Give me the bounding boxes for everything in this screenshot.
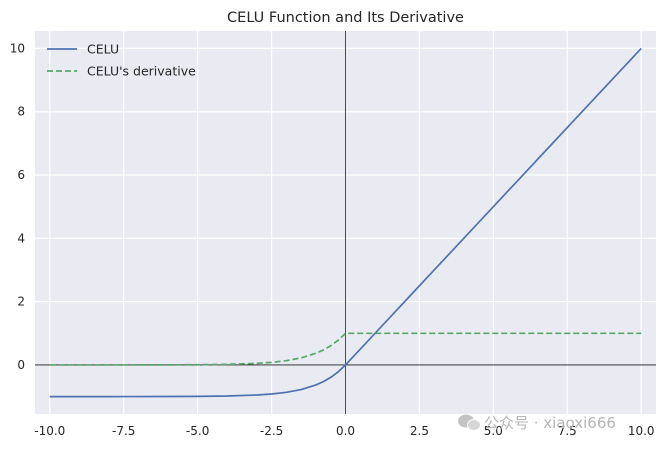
- series-line-1: [49, 47, 642, 398]
- x-tick-label: 2.5: [410, 424, 429, 438]
- series-layer: [49, 47, 642, 398]
- x-tick-label: 5.0: [484, 424, 503, 438]
- chart-title: CELU Function and Its Derivative: [227, 10, 464, 26]
- y-axis-ticks: 0 2 4 6 8 10: [10, 41, 25, 372]
- watermark-text: 公众号 · xiaoxi666: [484, 414, 616, 432]
- legend-label-1: CELU: [87, 42, 119, 57]
- x-tick-label: 0.0: [336, 424, 355, 438]
- y-tick-label: 8: [17, 105, 25, 119]
- x-tick-label: -2.5: [260, 424, 283, 438]
- legend-label-2: CELU's derivative: [87, 64, 196, 79]
- watermark: 公众号 · xiaoxi666: [458, 414, 616, 432]
- x-tick-label: -7.5: [112, 424, 135, 438]
- y-tick-label: 4: [17, 231, 25, 245]
- x-axis-ticks: -10.0 -7.5 -5.0 -2.5 0.0 2.5 5.0 7.5 10.0: [34, 424, 654, 438]
- x-tick-label: -5.0: [186, 424, 209, 438]
- x-tick-label: 7.5: [558, 424, 577, 438]
- x-tick-label: 10.0: [628, 424, 655, 438]
- y-tick-label: 2: [17, 295, 25, 309]
- wechat-icon: [458, 414, 481, 431]
- y-tick-label: 10: [10, 41, 25, 55]
- x-tick-label: -10.0: [34, 424, 65, 438]
- y-tick-label: 6: [17, 168, 25, 182]
- legend: CELU CELU's derivative: [47, 42, 196, 79]
- series-line-2: [49, 332, 642, 366]
- y-tick-label: 0: [17, 358, 25, 372]
